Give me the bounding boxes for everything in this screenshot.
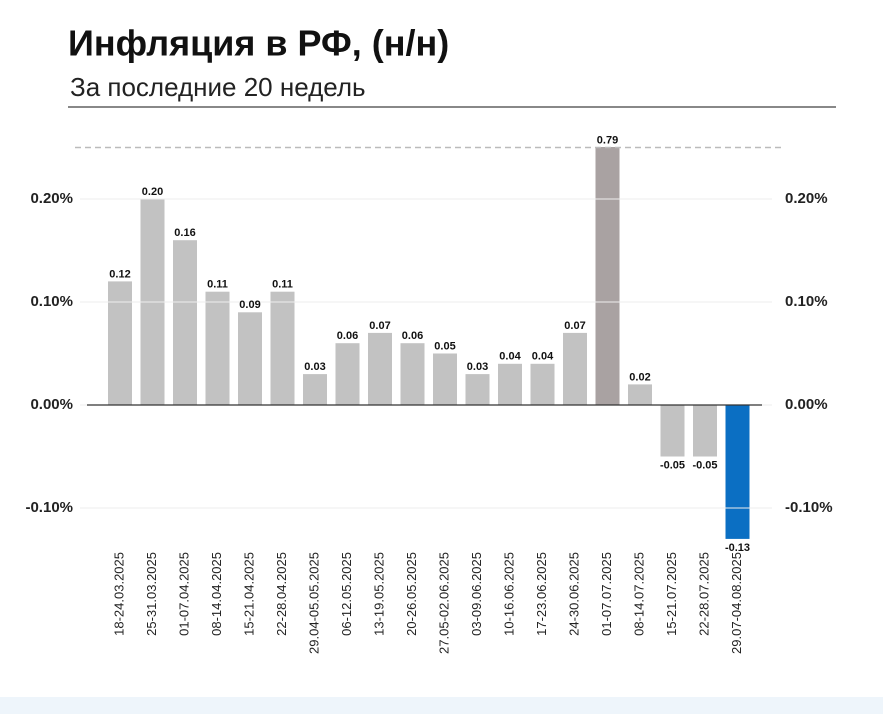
bar: [433, 353, 457, 405]
x-tick-label: 22-28.04.2025: [274, 552, 289, 636]
data-label: 0.04: [532, 351, 554, 363]
bar: [205, 291, 230, 405]
x-tick-label: 25-31.03.2025: [144, 552, 159, 636]
x-tick-label: 01-07.04.2025: [176, 552, 191, 636]
y2-tick-label: 0.20%: [785, 190, 828, 207]
data-label: 0.05: [434, 340, 455, 352]
bar: [693, 405, 717, 457]
bar: [270, 291, 295, 405]
bar: [725, 405, 750, 539]
x-tick-label: 20-26.05.2025: [404, 552, 419, 636]
bar: [660, 405, 685, 457]
bar: [108, 281, 132, 405]
x-tick-label: 01-07.07.2025: [599, 552, 614, 636]
x-tick-label: 15-21.04.2025: [241, 552, 256, 636]
footer-band: [0, 697, 883, 714]
x-tick-label: 13-19.05.2025: [371, 552, 386, 636]
y-tick-label: 0.10%: [30, 293, 73, 310]
x-tick-label: 06-12.05.2025: [339, 552, 354, 636]
bar: [368, 332, 392, 405]
y2-tick-label: 0.00%: [785, 396, 828, 413]
bar: [465, 374, 490, 405]
bar: [238, 312, 262, 405]
bar: [595, 147, 620, 405]
x-tick-label: 24-30.06.2025: [566, 552, 581, 636]
bar: [530, 363, 555, 405]
bar: [628, 384, 652, 405]
y-tick-label: 0.00%: [30, 396, 73, 413]
data-label: 0.20: [142, 186, 163, 198]
data-label: -0.05: [660, 459, 685, 471]
data-label: 0.04: [499, 351, 521, 363]
plot-area: [108, 147, 750, 539]
x-tick-label: 27.05-02.06.2025: [436, 552, 451, 654]
data-label: 0.07: [369, 320, 390, 332]
x-tick-label: 10-16.06.2025: [501, 552, 516, 636]
data-label: 0.79: [597, 134, 618, 146]
data-label: 0.03: [304, 361, 325, 373]
data-label: -0.05: [692, 459, 717, 471]
x-tick-label: 08-14.04.2025: [209, 552, 224, 636]
data-label: 0.03: [467, 361, 488, 373]
x-tick-label: 15-21.07.2025: [664, 552, 679, 636]
chart-title: Инфляция в РФ, (н/н): [68, 23, 449, 64]
bar: [400, 343, 425, 405]
data-label: 0.06: [337, 330, 358, 342]
y2-tick-label: -0.10%: [785, 499, 833, 516]
data-label: 0.09: [239, 299, 260, 311]
bar: [303, 374, 327, 405]
y-tick-label: 0.20%: [30, 190, 73, 207]
x-tick-label: 17-23.06.2025: [534, 552, 549, 636]
x-tick-label: 03-09.06.2025: [469, 552, 484, 636]
data-label: -0.13: [725, 542, 750, 554]
bar: [563, 332, 587, 405]
bar: [173, 240, 197, 405]
x-tick-label: 29.07-04.08.2025: [729, 552, 744, 654]
data-label: 0.06: [402, 330, 423, 342]
data-label: 0.12: [109, 268, 130, 280]
x-tick-label: 29.04-05.05.2025: [306, 552, 321, 654]
x-tick-label: 08-14.07.2025: [631, 552, 646, 636]
y-tick-label: -0.10%: [25, 499, 73, 516]
data-label: 0.11: [207, 279, 228, 291]
chart-subtitle: За последние 20 недель: [70, 72, 366, 102]
data-label: 0.07: [564, 320, 585, 332]
x-tick-label: 22-28.07.2025: [696, 552, 711, 636]
bar: [335, 343, 360, 405]
bar: [498, 363, 522, 405]
data-label: 0.11: [272, 279, 293, 291]
data-label: 0.16: [174, 227, 195, 239]
data-label: 0.02: [629, 371, 650, 383]
x-tick-label: 18-24.03.2025: [111, 552, 126, 636]
y2-tick-label: 0.10%: [785, 293, 828, 310]
